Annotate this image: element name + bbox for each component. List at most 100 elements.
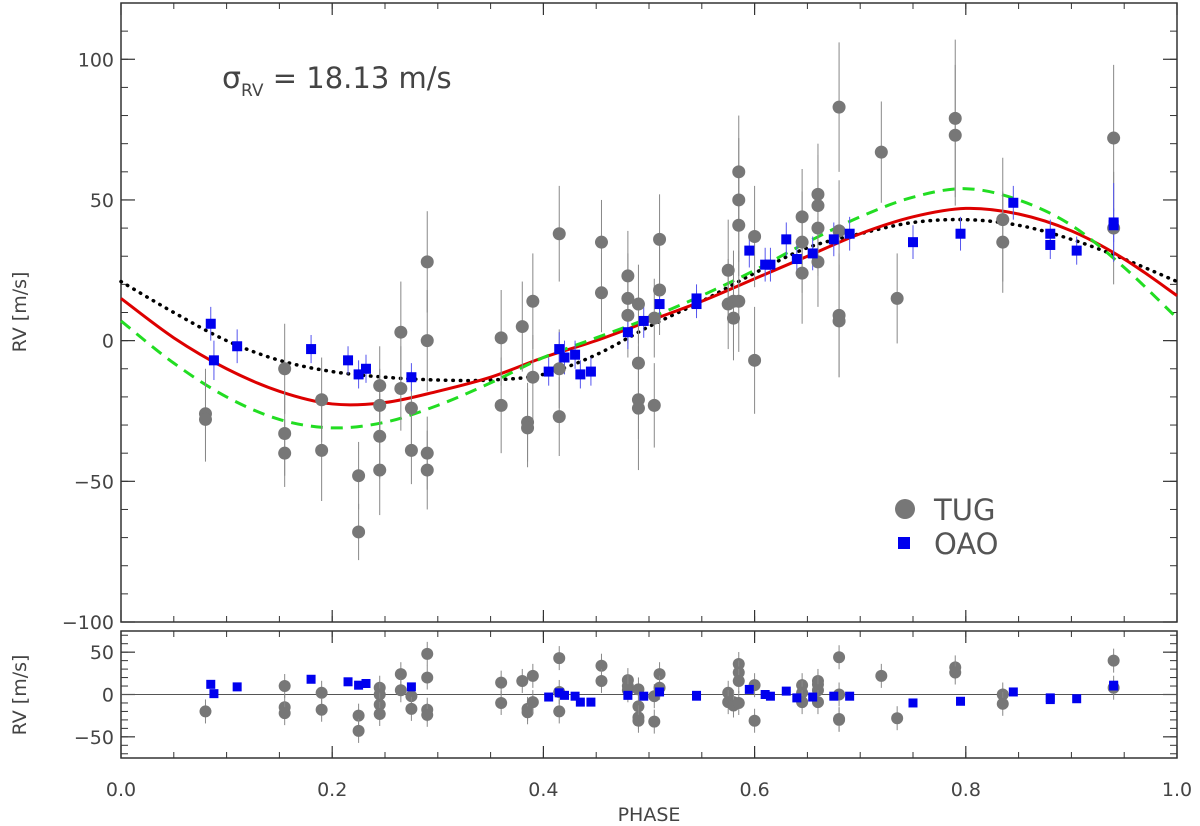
oao-data-point: [791, 254, 802, 265]
tug-data-point: [811, 187, 825, 201]
tug-data-point: [832, 314, 846, 328]
oao-data-point: [232, 341, 243, 352]
tug-residual-point: [875, 669, 888, 682]
oao-residual-point: [760, 690, 770, 699]
oao-residual-point: [575, 697, 585, 707]
tug-data-point: [594, 235, 608, 249]
tug-data-point: [621, 308, 635, 322]
tug-data-point: [748, 353, 762, 367]
tug-residual-point: [394, 668, 407, 681]
oao-data-point: [781, 234, 792, 245]
tug-data-point: [647, 398, 661, 412]
tug-data-point: [996, 213, 1010, 227]
oao-residual-point: [765, 691, 775, 701]
top-ticks: −100 −50 0 50 100: [62, 2, 1178, 634]
tug-data-point: [1107, 131, 1121, 145]
tug-data-point: [494, 398, 508, 412]
tug-data-point: [832, 100, 846, 114]
tug-data-point: [278, 362, 292, 376]
tug-residual-point: [891, 712, 904, 725]
tug-residual-point: [405, 702, 418, 715]
bottom-panel: 0.0 0.2 0.4 0.6 0.8 1.0 −50 0 50 RV [m/s] PHASE: [9, 630, 1192, 826]
oao-residual-point: [560, 690, 570, 700]
tug-residual-point: [315, 686, 328, 699]
oao-residual-point: [354, 680, 364, 690]
bottom-ticks: 0.0 0.2 0.4 0.6 0.8 1.0 −50 0 50: [74, 631, 1192, 801]
tug-residual-point: [526, 696, 539, 709]
tug-data-point: [404, 401, 418, 415]
tug-data-point: [732, 218, 746, 232]
top-y-tick-label: 50: [90, 190, 114, 212]
oao-data-point: [570, 349, 581, 360]
tug-data-point: [552, 227, 566, 241]
tug-data-point: [552, 410, 566, 424]
oao-data-point: [343, 355, 354, 366]
tug-data-point: [748, 230, 762, 244]
tug-data-point: [394, 381, 408, 395]
tug-residual-point: [526, 669, 539, 682]
oao-data-point: [654, 299, 665, 310]
tug-residual-point: [495, 696, 508, 709]
tug-residual-point: [315, 703, 328, 716]
tug-data-point: [621, 291, 635, 305]
oao-residual-point: [808, 692, 818, 702]
bottom-x-tick-label: 0.8: [951, 779, 981, 801]
residual-data-points: [199, 641, 1120, 743]
oao-residual-point: [406, 682, 416, 692]
sigma-subscript: RV: [241, 81, 264, 101]
tug-residual-point: [516, 674, 529, 687]
oao-data-point: [760, 259, 771, 270]
tug-data-point: [373, 463, 387, 477]
oao-residual-point: [232, 682, 242, 692]
oao-residual-point: [343, 677, 353, 687]
tug-data-point: [948, 128, 962, 142]
oao-residual-point: [1109, 680, 1119, 690]
tug-residual-point: [653, 668, 666, 681]
oao-residual-point: [744, 684, 754, 694]
sigma-symbol: σ: [222, 61, 241, 96]
oao-data-point: [1008, 197, 1019, 208]
tug-data-point: [653, 232, 667, 246]
top-y-axis-label: RV [m/s]: [9, 272, 31, 353]
tug-data-point: [795, 235, 809, 249]
tug-data-point: [594, 286, 608, 300]
oao-data-point: [585, 366, 596, 377]
tug-residual-point: [373, 707, 386, 720]
tug-data-point: [278, 446, 292, 460]
oao-residual-point: [623, 690, 633, 700]
oao-data-point: [559, 352, 570, 363]
tug-residual-point: [648, 715, 661, 728]
top-y-tick-label: 100: [78, 49, 114, 71]
oao-data-point: [306, 344, 317, 355]
tug-data-point: [552, 362, 566, 376]
tug-residual-point: [352, 709, 365, 722]
tug-data-point: [404, 443, 418, 457]
tug-residual-point: [421, 671, 434, 684]
tug-data-point: [515, 320, 529, 334]
top-y-tick-label: 0: [102, 331, 114, 353]
oao-residual-point: [206, 679, 216, 689]
tug-residual-point: [394, 684, 407, 697]
tug-data-point: [198, 412, 212, 426]
tug-data-point: [420, 255, 434, 269]
bottom-x-tick-label: 0.0: [106, 779, 136, 801]
oao-residual-point: [554, 688, 564, 698]
tug-data-point: [315, 443, 329, 457]
oao-residual-point: [1008, 687, 1018, 697]
tug-residual-point: [632, 714, 645, 727]
oao-residual-point: [1072, 694, 1082, 704]
oao-data-point: [1071, 245, 1082, 256]
tug-data-point: [352, 525, 366, 539]
oao-residual-point: [792, 693, 802, 703]
oao-data-point: [1108, 217, 1119, 228]
oao-data-point: [844, 228, 855, 239]
oao-residual-point: [544, 692, 554, 702]
oao-data-point: [828, 234, 839, 245]
tug-data-point: [394, 325, 408, 339]
oao-residual-point: [655, 687, 665, 697]
tug-data-point: [521, 421, 535, 435]
oao-data-point: [205, 318, 216, 329]
tug-residual-point: [521, 706, 534, 719]
oao-data-point: [360, 363, 371, 374]
